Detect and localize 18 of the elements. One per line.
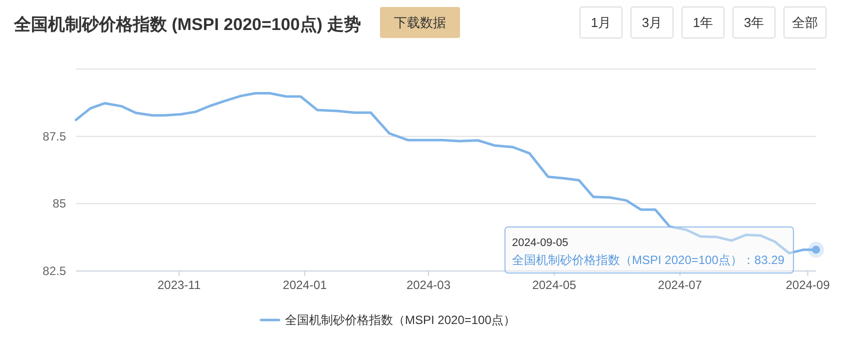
annotation: 2024-09-05 全国机制砂价格指数（MSPI 2020=100点）：83.29	[512, 237, 785, 267]
legend-label: 全国机制砂价格指数（MSPI 2020=100点）	[285, 313, 516, 327]
x-tick-label: 2023-11	[157, 278, 201, 292]
x-tick-label: 2024-05	[532, 278, 577, 292]
y-tick-label: 87.5	[42, 129, 66, 144]
y-tick-label: 85	[52, 196, 66, 211]
x-tick-label: 2024-09	[786, 278, 830, 292]
text: 全部	[792, 15, 818, 30]
text: 下载数据	[394, 15, 446, 30]
x-tick-label: 2024-07	[658, 278, 702, 292]
text: 3月	[642, 15, 662, 30]
chart-title: 全国机制砂价格指数 (MSPI 2020=100点) 走势	[13, 15, 362, 34]
text: 1月	[590, 15, 612, 30]
text: 3年	[744, 15, 764, 30]
x-tick-label: 2024-03	[406, 278, 451, 292]
x-tick-label: 2024-01	[282, 278, 328, 292]
text: 1年	[692, 15, 714, 30]
y-tick-label: 82.5	[42, 264, 66, 278]
